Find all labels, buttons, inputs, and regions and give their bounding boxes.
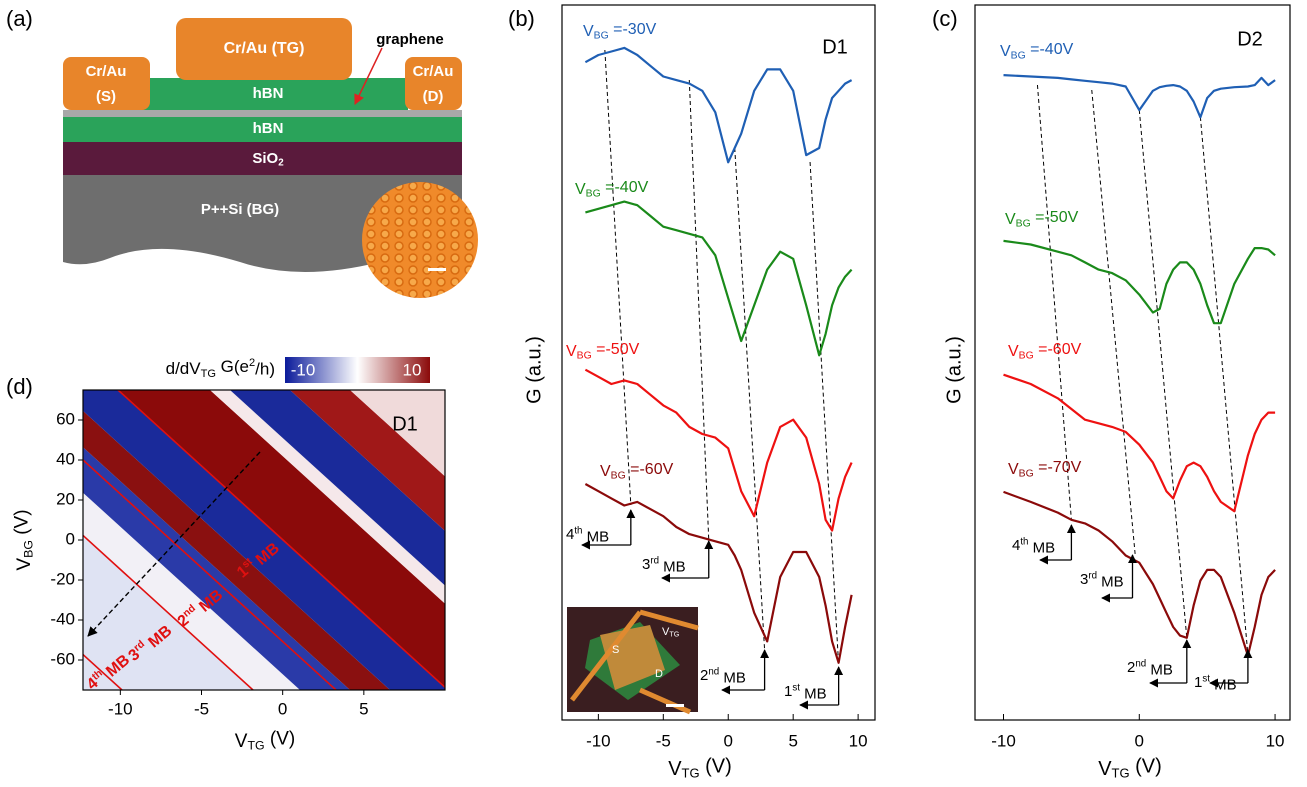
mb-label: 1st MB — [784, 682, 827, 702]
x-tick-label: -5 — [194, 699, 209, 718]
series-label: VBG =-40V — [1000, 41, 1074, 61]
inset-label: D — [655, 668, 663, 680]
x-tick-label: -10 — [108, 699, 133, 718]
colorbar-label: d/dVTG G(e2/h) — [166, 357, 275, 380]
panel-label: (a) — [6, 6, 33, 31]
layer-label: Cr/Au — [86, 63, 127, 80]
mb-label: 2nd MB — [1127, 658, 1173, 678]
series-line — [585, 202, 851, 356]
y-tick-label: 0 — [66, 529, 75, 548]
panel-label: (b) — [508, 6, 535, 31]
series-line — [1004, 75, 1276, 117]
layer-label: P++Si (BG) — [201, 201, 279, 218]
series-line — [1004, 492, 1276, 656]
series-label: VBG =-50V — [1005, 209, 1079, 229]
x-tick-label: 0 — [278, 699, 287, 718]
y-tick-label: -40 — [50, 609, 75, 628]
x-tick-label: 10 — [849, 731, 868, 750]
guide-line — [689, 80, 708, 540]
x-tick-label: 5 — [788, 731, 797, 750]
guide-line — [810, 162, 839, 665]
series-label: VBG =-60V — [1008, 341, 1082, 361]
mb-label: 1st MB — [1194, 673, 1237, 693]
guide-line — [1200, 117, 1248, 655]
panel-label: (c) — [932, 6, 958, 31]
inset-photo: S D VTG — [567, 607, 698, 712]
panel-label: (d) — [6, 374, 33, 399]
layer-label: (S) — [96, 88, 116, 105]
layer-label: hBN — [253, 85, 284, 102]
series-label: VBG =-40V — [575, 179, 649, 199]
mb-label: 2nd MB — [700, 666, 746, 686]
y-tick-label: 20 — [56, 489, 75, 508]
mb-label: 3rd MB — [1080, 570, 1124, 590]
guide-line — [1139, 110, 1187, 638]
layer-label: (D) — [423, 88, 444, 105]
x-axis-label: VTG (V) — [668, 756, 732, 781]
colorbar-tick-label: 10 — [403, 360, 422, 379]
heatmap-band — [350, 390, 1230, 690]
device-label: D1 — [392, 413, 418, 435]
guide-line — [735, 148, 765, 650]
series-line — [585, 370, 851, 531]
x-tick-label: -10 — [991, 731, 1016, 750]
x-axis-label: VTG (V) — [1098, 756, 1162, 781]
y-axis-label: G (a.u.) — [943, 336, 965, 404]
x-tick-label: 0 — [724, 731, 733, 750]
x-tick-label: -10 — [586, 731, 611, 750]
x-tick-label: 5 — [359, 699, 368, 718]
series-line — [1004, 241, 1276, 323]
series-label: VBG =-30V — [583, 21, 657, 41]
series-label: VBG =-60V — [600, 461, 674, 481]
y-tick-label: -60 — [50, 649, 75, 668]
x-tick-label: 10 — [1266, 731, 1285, 750]
device-label: D2 — [1237, 28, 1263, 50]
series-label: VBG =-50V — [566, 341, 640, 361]
y-tick-label: 40 — [56, 449, 75, 468]
y-axis-label: G (a.u.) — [523, 336, 545, 404]
device-label: D1 — [822, 36, 848, 58]
guide-line — [1037, 85, 1071, 520]
x-tick-label: -5 — [656, 731, 671, 750]
colorbar-tick-label: -10 — [291, 360, 316, 379]
plot-frame — [975, 5, 1290, 720]
series-label: VBG =-70V — [1008, 459, 1082, 479]
x-axis-label: VTG (V) — [235, 729, 295, 753]
mb-label: 3rd MB — [642, 555, 686, 575]
layer-label: Cr/Au (TG) — [224, 40, 305, 57]
y-tick-label: -20 — [50, 569, 75, 588]
guide-line — [605, 50, 631, 505]
layer-label: hBN — [253, 120, 284, 137]
series-line — [1004, 375, 1276, 512]
mb-label: 4th MB — [1012, 536, 1055, 556]
device-diagram: Cr/Au (TG) Cr/Au (S) Cr/Au (D) graphene … — [63, 18, 478, 298]
layer-label: graphene — [376, 31, 444, 48]
series-line — [585, 48, 851, 162]
x-tick-label: 0 — [1135, 731, 1144, 750]
y-tick-label: 60 — [56, 409, 75, 428]
mb-label: 4th MB — [566, 525, 609, 545]
inset-label: S — [612, 644, 619, 656]
guide-line — [1092, 90, 1135, 555]
y-axis-label: VBG (V) — [12, 509, 36, 570]
layer-label: Cr/Au — [413, 63, 454, 80]
figure: (a) (b) (c) (d) Cr/Au (TG) Cr/Au (S) Cr/… — [0, 0, 1307, 787]
